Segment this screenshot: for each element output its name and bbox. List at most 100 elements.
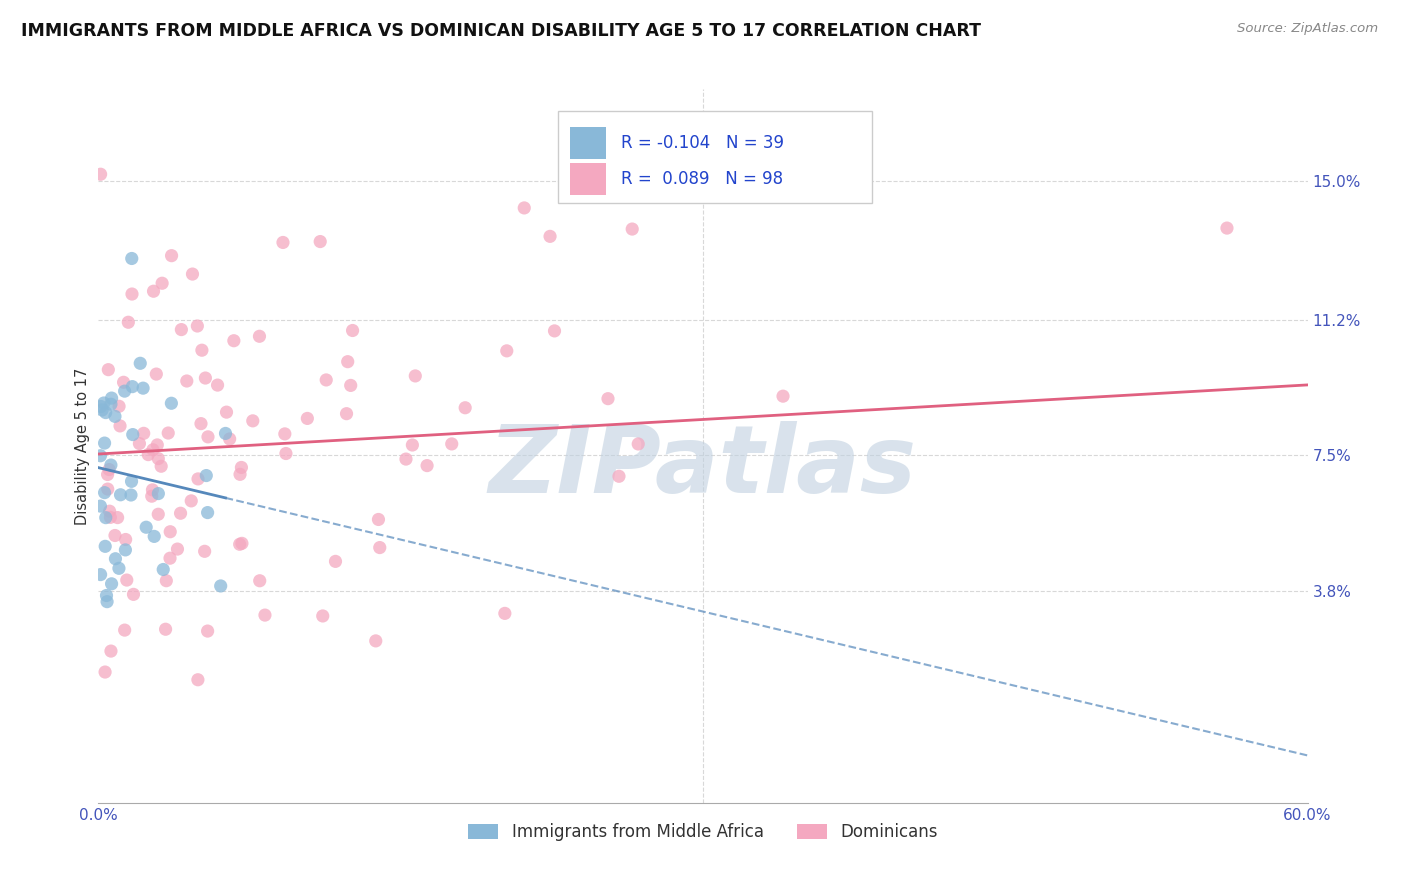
Point (176, 374, 198, 388)
FancyBboxPatch shape (569, 127, 606, 159)
Point (89, 449, 111, 463)
Point (231, 536, 253, 550)
Point (454, 401, 477, 415)
Point (228, 537, 250, 551)
Legend: Immigrants from Middle Africa, Dominicans: Immigrants from Middle Africa, Dominican… (461, 817, 945, 848)
Point (197, 624, 219, 638)
Point (274, 426, 297, 441)
Point (190, 417, 212, 431)
Point (97, 482, 120, 496)
Point (121, 427, 143, 442)
Point (271, 235, 294, 250)
FancyBboxPatch shape (558, 111, 872, 203)
Point (152, 562, 174, 576)
Point (194, 371, 217, 385)
Point (214, 426, 236, 441)
Point (325, 554, 347, 568)
Point (543, 324, 565, 338)
Point (772, 389, 794, 403)
Point (249, 329, 271, 343)
Point (166, 542, 188, 557)
Point (148, 508, 170, 522)
Point (100, 397, 122, 411)
Point (621, 222, 644, 236)
Point (143, 529, 166, 543)
Point (135, 520, 157, 534)
Point (191, 343, 214, 358)
Point (401, 438, 423, 452)
Point (596, 392, 619, 406)
Text: Source: ZipAtlas.com: Source: ZipAtlas.com (1237, 22, 1378, 36)
Point (104, 551, 127, 566)
Point (121, 379, 143, 393)
FancyBboxPatch shape (569, 162, 606, 194)
Point (1216, 221, 1239, 235)
Point (222, 334, 245, 348)
Point (108, 399, 131, 413)
Point (104, 528, 127, 542)
Point (90, 167, 112, 181)
Point (155, 574, 177, 588)
Point (229, 467, 252, 482)
Point (93, 396, 115, 410)
Point (160, 396, 183, 410)
Point (315, 373, 337, 387)
Point (367, 512, 389, 526)
Point (181, 267, 204, 281)
Point (538, 229, 561, 244)
Point (96, 595, 118, 609)
Text: IMMIGRANTS FROM MIDDLE AFRICA VS DOMINICAN DISABILITY AGE 5 TO 17 CORRELATION CH: IMMIGRANTS FROM MIDDLE AFRICA VS DOMINIC… (21, 22, 981, 40)
Point (108, 561, 131, 575)
Point (170, 322, 193, 336)
Point (339, 378, 361, 392)
Point (627, 437, 650, 451)
Point (114, 533, 136, 547)
Point (197, 506, 219, 520)
Y-axis label: Disability Age 5 to 17: Disability Age 5 to 17 (75, 368, 90, 524)
Point (150, 459, 173, 474)
Point (94, 665, 117, 679)
Point (128, 436, 150, 450)
Point (122, 587, 145, 601)
Point (169, 506, 191, 520)
Point (94, 406, 117, 420)
Point (148, 486, 170, 500)
Point (148, 451, 170, 466)
Point (107, 510, 129, 524)
Point (395, 452, 418, 467)
Point (114, 542, 136, 557)
Point (100, 644, 122, 658)
Point (159, 551, 181, 566)
Point (96, 589, 118, 603)
Point (416, 458, 439, 473)
Point (364, 633, 387, 648)
Point (108, 418, 131, 433)
Point (129, 356, 152, 370)
Point (155, 622, 177, 636)
Point (159, 524, 181, 539)
Point (142, 284, 165, 298)
Text: R =  0.089   N = 98: R = 0.089 N = 98 (621, 169, 783, 187)
Text: ZIPatlas: ZIPatlas (489, 421, 917, 514)
Point (157, 425, 180, 440)
Point (136, 448, 159, 462)
Point (146, 438, 169, 452)
Point (90, 567, 112, 582)
Point (132, 381, 155, 395)
Point (94, 539, 117, 553)
Text: R = -0.104   N = 39: R = -0.104 N = 39 (621, 134, 783, 152)
Point (440, 437, 463, 451)
Point (187, 472, 209, 486)
Point (91, 403, 114, 417)
Point (142, 442, 165, 457)
Point (117, 315, 139, 329)
Point (368, 541, 391, 555)
Point (242, 414, 264, 428)
Point (150, 277, 173, 291)
Point (93, 485, 115, 500)
Point (494, 607, 516, 621)
Point (195, 468, 218, 483)
Point (312, 609, 335, 624)
Point (342, 324, 364, 338)
Point (89, 499, 111, 513)
